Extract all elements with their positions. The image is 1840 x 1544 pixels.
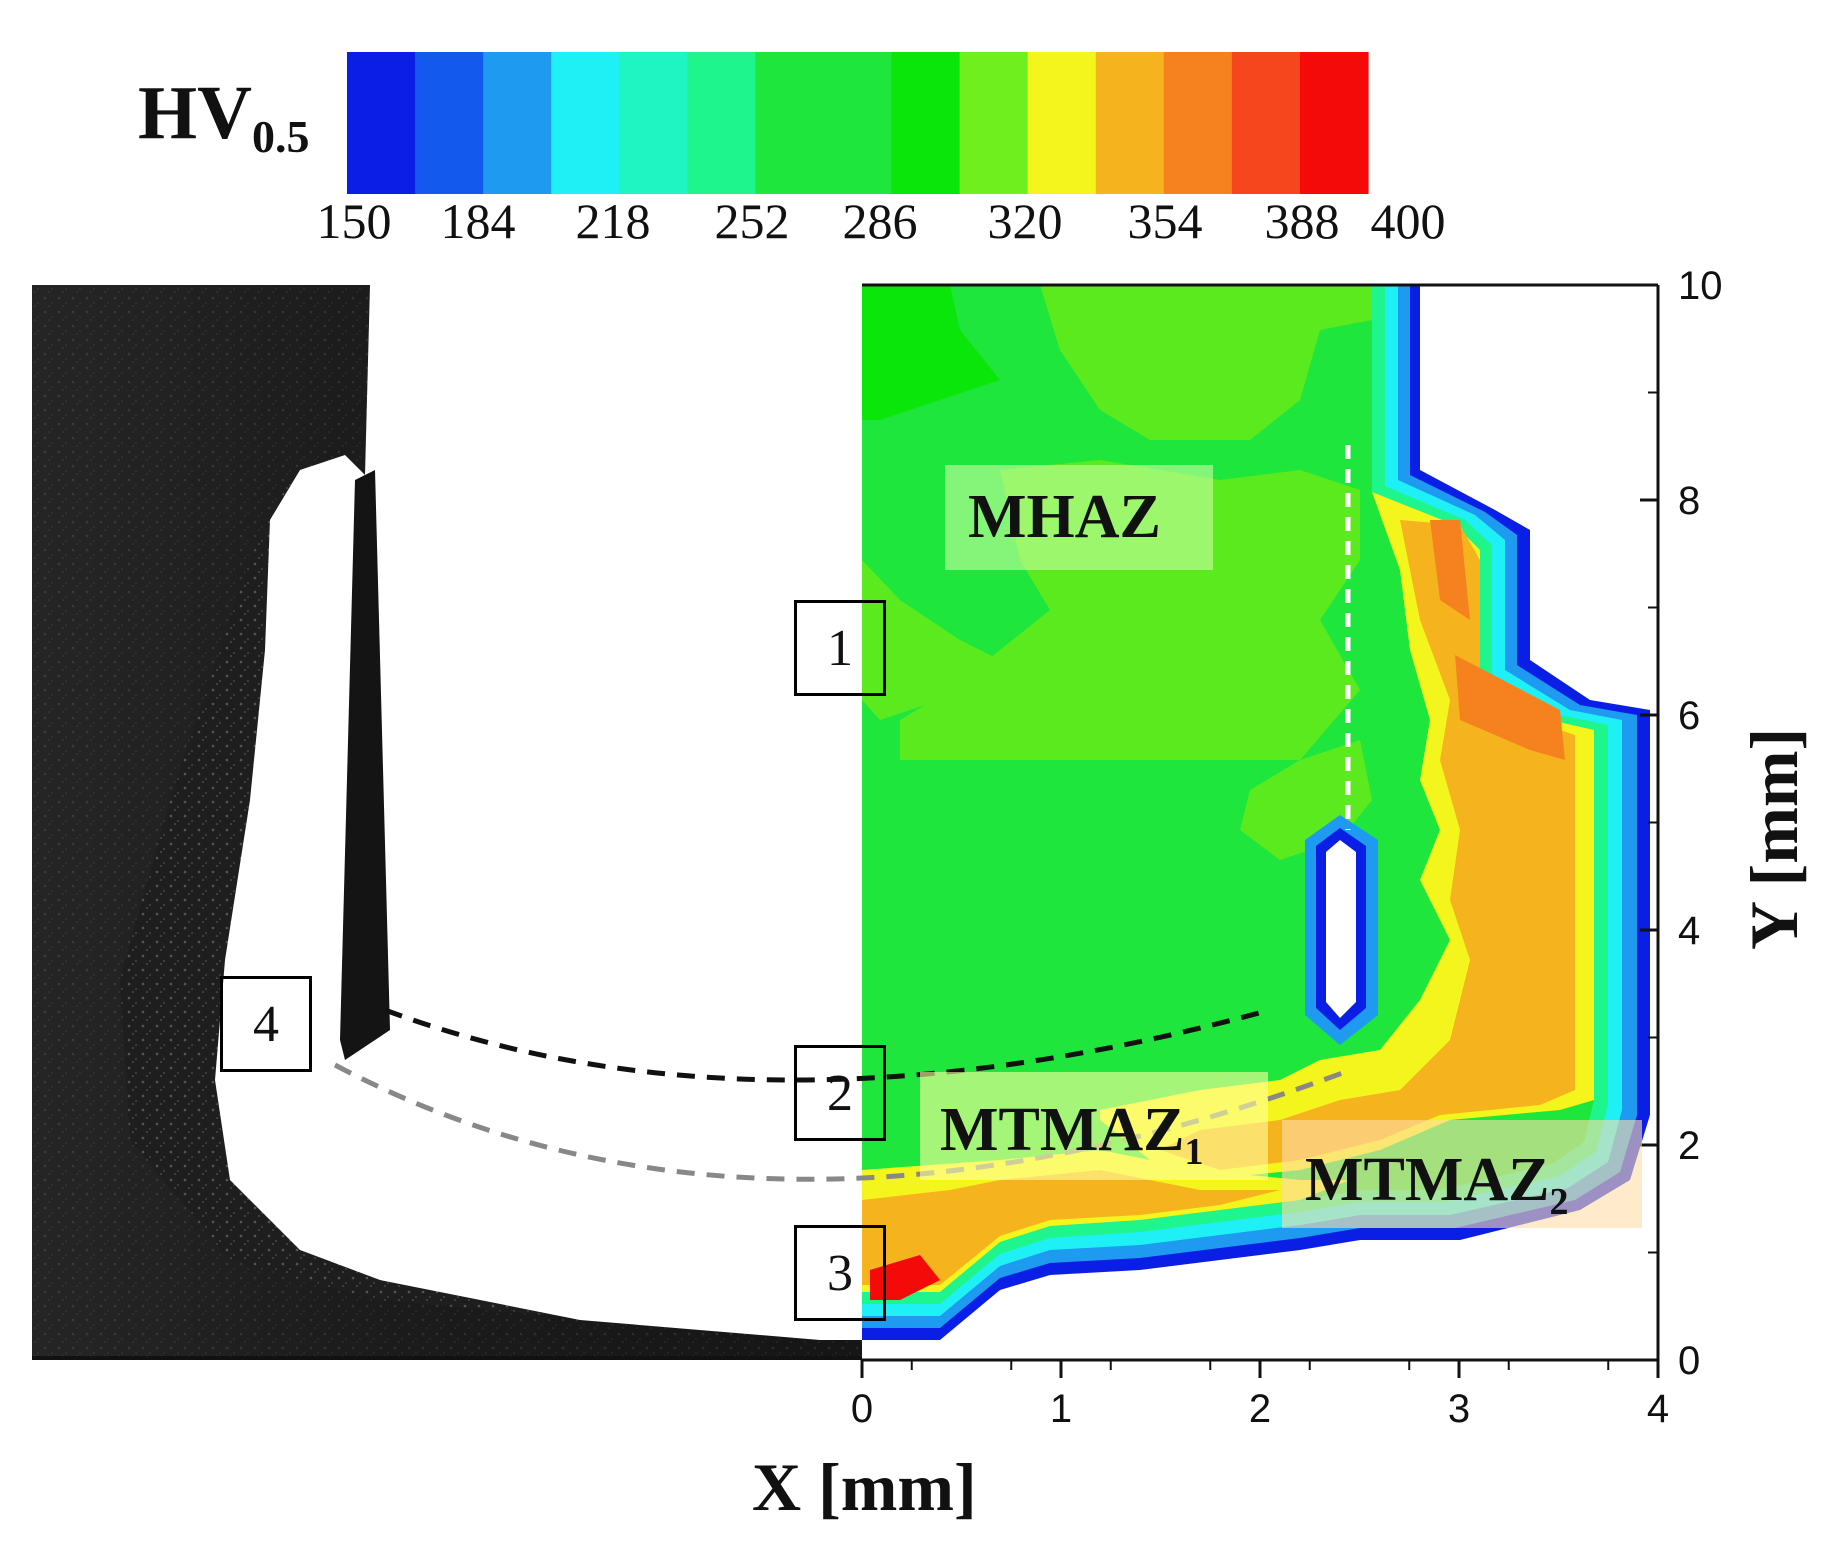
mtmaz1-label-bg <box>920 1072 1268 1180</box>
colorbar-segment <box>891 52 961 194</box>
marker-3: 3 <box>794 1225 886 1321</box>
y-tick-label: 10 <box>1678 264 1723 308</box>
colorbar-segment <box>551 52 620 194</box>
colorbar-tick-label: 286 <box>842 193 918 249</box>
colorbar-tick-label: 354 <box>1127 193 1203 249</box>
colorbar-segment <box>687 52 756 194</box>
y-tick-label: 4 <box>1678 909 1700 953</box>
colorbar-tick-label: 388 <box>1264 193 1340 249</box>
contour-patch-6 <box>1430 520 1470 620</box>
x-tick-label: 3 <box>1448 1387 1470 1431</box>
colorbar-segment <box>755 52 825 194</box>
contour-patch-1 <box>862 285 1000 420</box>
mtmaz1-label: MTMAZ1 <box>940 1096 1204 1173</box>
contour-patch-2 <box>1040 285 1372 440</box>
pin-sliver <box>340 470 390 1060</box>
colorbar-segment <box>1231 52 1301 194</box>
mhaz-label-bg <box>945 465 1213 570</box>
colorbar <box>347 52 1369 194</box>
colorbar-tick-label: 400 <box>1370 193 1446 249</box>
colorbar-segment <box>1027 52 1097 194</box>
micrograph <box>32 285 862 1360</box>
y-tick-label: 6 <box>1678 694 1700 738</box>
colorbar-segment <box>347 52 416 194</box>
colorbar-tick-label: 184 <box>440 193 516 249</box>
colorbar-segment <box>1163 52 1233 194</box>
y-tick-label: 0 <box>1678 1339 1700 1383</box>
marker-2: 2 <box>794 1045 886 1141</box>
colorbar-tick-label: 252 <box>714 193 790 249</box>
y-tick-label: 8 <box>1678 479 1700 523</box>
x-axis-title: X [mm] <box>752 1449 977 1525</box>
colorbar-segment <box>1299 52 1369 194</box>
mtmaz2-label: MTMAZ2 <box>1305 1146 1569 1223</box>
marker-4: 4 <box>220 976 312 1072</box>
hole <box>1326 840 1356 1018</box>
gray-dashed-curve <box>333 1062 1346 1182</box>
black-dashed-curve <box>384 1007 1271 1083</box>
colorbar-tick-label: 150 <box>316 193 392 249</box>
colorbar-segment <box>959 52 1029 194</box>
colorbar-segment <box>483 52 552 194</box>
contour-patch-7 <box>1455 655 1565 760</box>
mtmaz2-label-bg <box>1282 1120 1642 1228</box>
x-tick-label: 1 <box>1050 1387 1072 1431</box>
marker-1: 1 <box>794 600 886 696</box>
contour-level-orange-bottom <box>862 1170 1280 1285</box>
mhaz-label: MHAZ <box>968 483 1161 551</box>
colorbar-segment <box>1095 52 1165 194</box>
x-tick-label: 4 <box>1647 1387 1669 1431</box>
x-tick-label: 0 <box>851 1387 873 1431</box>
metal-shading <box>32 285 862 1360</box>
colorbar-segment <box>823 52 893 194</box>
colorbar-segment <box>619 52 688 194</box>
colorbar-segment <box>415 52 484 194</box>
colorbar-title: HV0.5 <box>138 71 310 162</box>
y-axis-title: Y [mm] <box>1736 727 1812 950</box>
colorbar-tick-label: 320 <box>987 193 1063 249</box>
x-tick-label: 2 <box>1249 1387 1271 1431</box>
y-tick-label: 2 <box>1678 1124 1700 1168</box>
colorbar-tick-label: 218 <box>575 193 651 249</box>
contour-patch-red <box>870 1255 940 1300</box>
